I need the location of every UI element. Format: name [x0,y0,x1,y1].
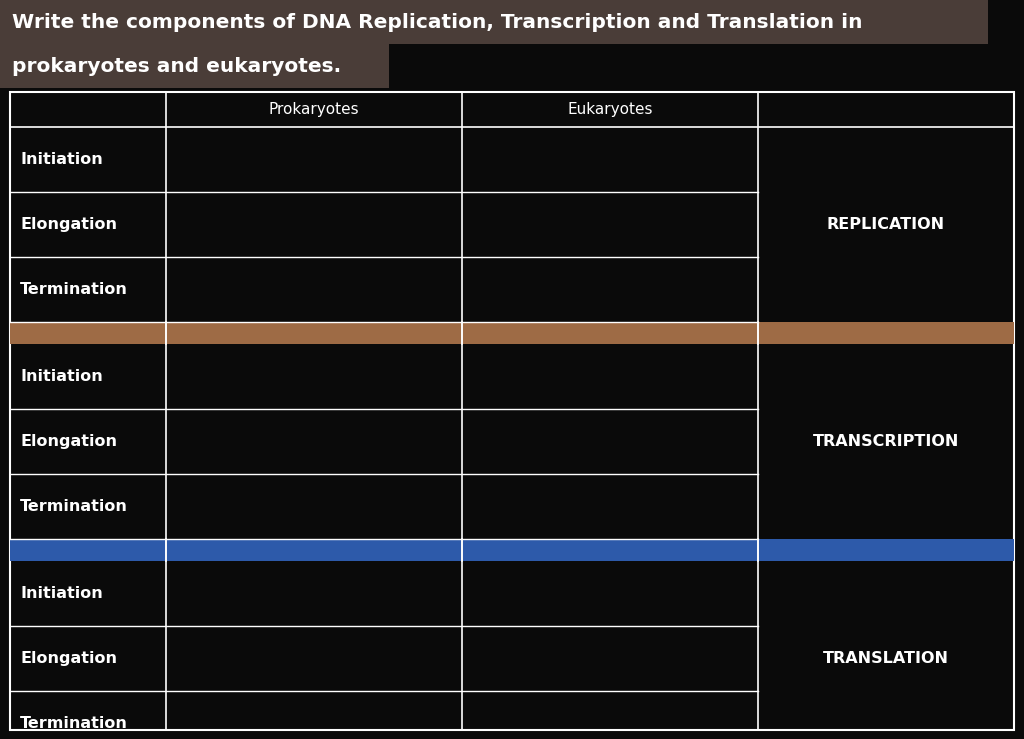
Text: Elongation: Elongation [20,217,117,232]
Bar [10,322,1014,344]
Text: Initiation: Initiation [20,152,103,167]
Bar [10,92,1014,730]
Text: Elongation: Elongation [20,434,117,449]
Text: Elongation: Elongation [20,651,117,666]
Text: Termination: Termination [20,282,128,297]
Text: REPLICATION: REPLICATION [827,217,945,232]
Text: Initiation: Initiation [20,586,103,601]
Text: prokaryotes and eukaryotes.: prokaryotes and eukaryotes. [12,56,341,75]
Text: Write the components of DNA Replication, Transcription and Translation in: Write the components of DNA Replication,… [12,13,863,32]
Text: TRANSCRIPTION: TRANSCRIPTION [813,434,959,449]
Bar [0,44,389,88]
Text: TRANSLATION: TRANSLATION [823,651,949,666]
Text: Initiation: Initiation [20,369,103,384]
Text: Eukaryotes: Eukaryotes [567,102,652,117]
Bar [0,0,988,44]
Bar [10,539,1014,561]
Text: Termination: Termination [20,499,128,514]
Text: Termination: Termination [20,716,128,731]
Text: Prokaryotes: Prokaryotes [268,102,359,117]
